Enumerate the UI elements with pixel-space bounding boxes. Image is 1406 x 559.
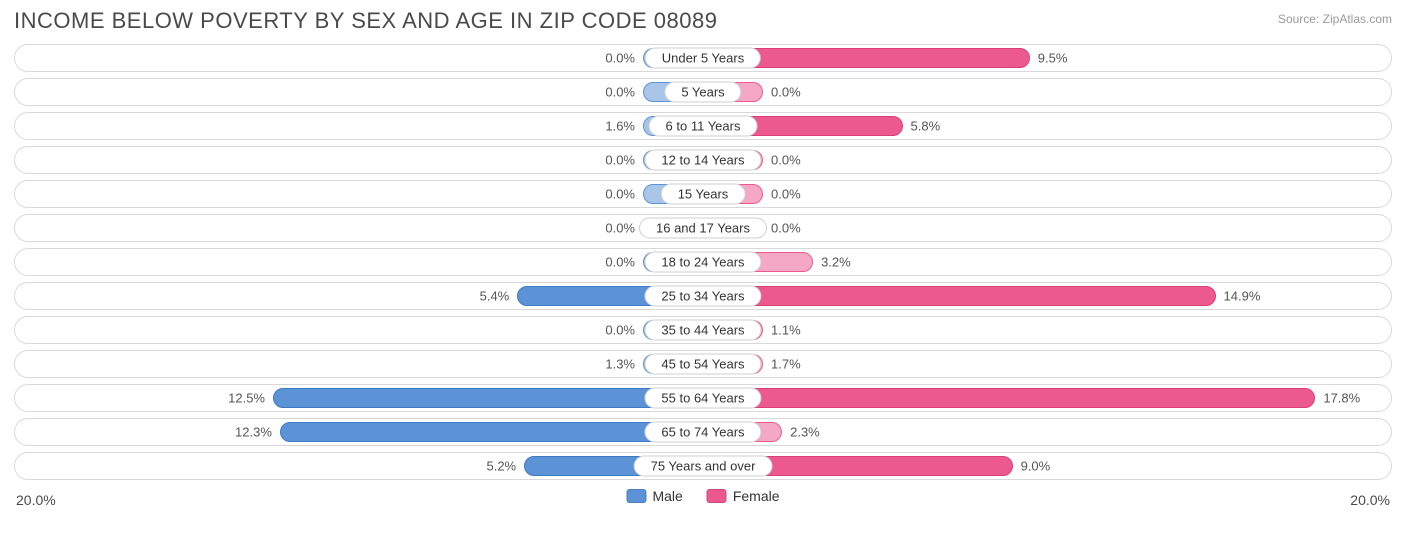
chart-row: 5.2% 9.0% 75 Years and over [14,452,1392,480]
legend: Male Female [626,488,779,504]
legend-male-label: Male [652,488,682,504]
male-bar [280,422,703,442]
age-label: 16 and 17 Years [639,218,767,239]
age-label: 55 to 64 Years [644,388,761,409]
poverty-chart: 0.0% 9.5% Under 5 Years 0.0% 0.0% 5 Years 1.6%… [14,44,1392,480]
chart-row: 0.0% 0.0% 5 Years [14,78,1392,106]
age-label: 75 Years and over [634,456,773,477]
male-value: 0.0% [605,323,635,338]
chart-row: 0.0% 1.1% 35 to 44 Years [14,316,1392,344]
age-label: 45 to 54 Years [644,354,761,375]
male-value: 1.6% [605,119,635,134]
male-value: 12.5% [228,391,265,406]
female-value: 9.5% [1038,51,1068,66]
female-value: 5.8% [911,119,941,134]
legend-male: Male [626,488,682,504]
male-value: 0.0% [605,221,635,236]
axis-max-right: 20.0% [1350,492,1390,508]
age-label: 12 to 14 Years [644,150,761,171]
axis-max-left: 20.0% [16,492,56,508]
male-value: 1.3% [605,357,635,372]
age-label: 15 Years [661,184,746,205]
female-value: 3.2% [821,255,851,270]
age-label: 25 to 34 Years [644,286,761,307]
chart-row: 0.0% 0.0% 12 to 14 Years [14,146,1392,174]
female-value: 9.0% [1021,459,1051,474]
female-bar [703,286,1216,306]
chart-row: 5.4% 14.9% 25 to 34 Years [14,282,1392,310]
female-value: 0.0% [771,221,801,236]
male-value: 0.0% [605,255,635,270]
female-value: 14.9% [1224,289,1261,304]
female-value: 0.0% [771,85,801,100]
age-label: 65 to 74 Years [644,422,761,443]
male-value: 0.0% [605,85,635,100]
chart-footer: 20.0% Male Female 20.0% [14,486,1392,516]
legend-female: Female [707,488,780,504]
female-value: 1.7% [771,357,801,372]
male-bar [273,388,703,408]
female-value: 2.3% [790,425,820,440]
legend-female-label: Female [733,488,780,504]
age-label: 35 to 44 Years [644,320,761,341]
female-value: 1.1% [771,323,801,338]
chart-row: 1.3% 1.7% 45 to 54 Years [14,350,1392,378]
female-bar [703,388,1315,408]
chart-row: 0.0% 0.0% 16 and 17 Years [14,214,1392,242]
male-value: 5.4% [480,289,510,304]
male-value: 5.2% [486,459,516,474]
chart-row: 1.6% 5.8% 6 to 11 Years [14,112,1392,140]
male-swatch-icon [626,489,646,503]
age-label: Under 5 Years [645,48,761,69]
female-value: 17.8% [1323,391,1360,406]
female-value: 0.0% [771,153,801,168]
chart-row: 0.0% 3.2% 18 to 24 Years [14,248,1392,276]
chart-row: 0.0% 0.0% 15 Years [14,180,1392,208]
male-value: 0.0% [605,153,635,168]
source-attribution: Source: ZipAtlas.com [1278,12,1392,26]
chart-row: 12.3% 2.3% 65 to 74 Years [14,418,1392,446]
page-title: INCOME BELOW POVERTY BY SEX AND AGE IN Z… [14,8,717,34]
male-value: 0.0% [605,51,635,66]
chart-row: 0.0% 9.5% Under 5 Years [14,44,1392,72]
age-label: 6 to 11 Years [649,116,758,137]
female-value: 0.0% [771,187,801,202]
male-value: 0.0% [605,187,635,202]
female-swatch-icon [707,489,727,503]
age-label: 5 Years [664,82,741,103]
male-value: 12.3% [235,425,272,440]
age-label: 18 to 24 Years [644,252,761,273]
chart-row: 12.5% 17.8% 55 to 64 Years [14,384,1392,412]
